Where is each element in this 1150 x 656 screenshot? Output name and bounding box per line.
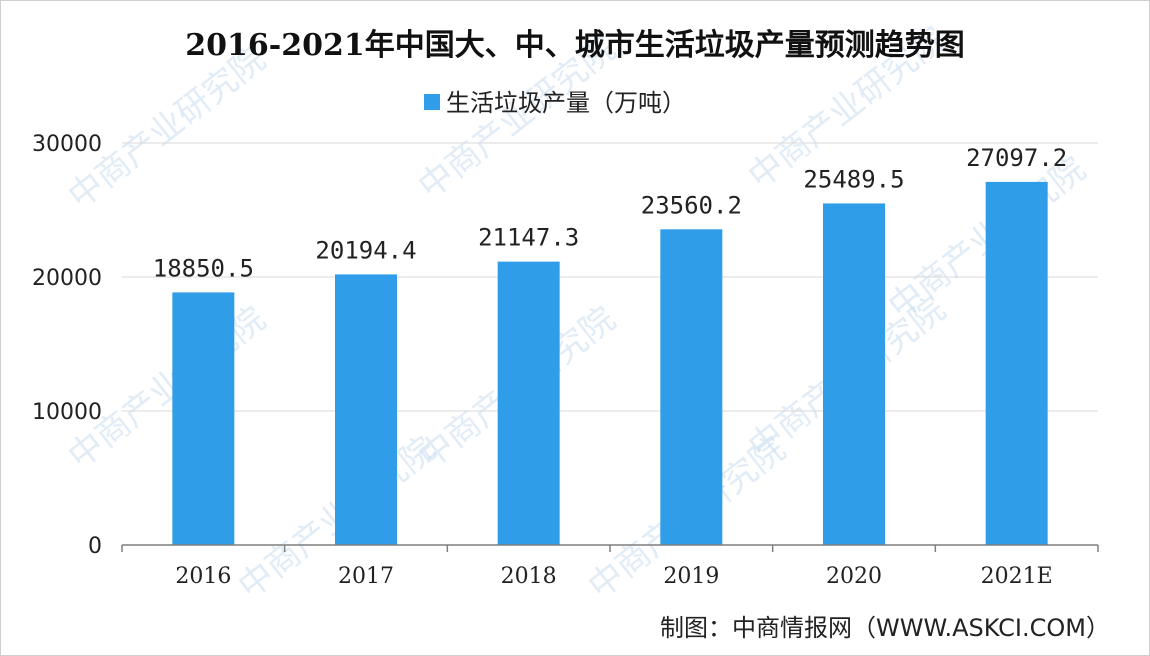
data-label-2016: 18850.5 [153,254,254,282]
x-tick-label-2017: 2017 [338,564,394,589]
x-tick-label-2016: 2016 [175,564,231,589]
bar-2018 [497,261,560,545]
bar-2019 [660,229,723,545]
source-note: 制图：中商情报网（WWW.ASKCI.COM） [660,614,1110,642]
bar-2020 [823,203,885,545]
bars [172,181,1048,545]
y-tick-label: 0 [88,534,102,559]
data-label-2017: 20194.4 [315,236,416,264]
x-tick-label-2020: 2020 [826,564,882,589]
y-tick-label: 20000 [32,266,102,291]
y-tick-label: 10000 [32,400,102,425]
bar-2017 [335,274,397,545]
x-tick-label-2021E: 2021E [981,564,1053,589]
watermark-text: 中商产业研究院 [61,299,273,477]
data-label-2018: 21147.3 [478,224,579,252]
legend-label: 生活垃圾产量（万吨） [446,89,686,117]
legend-swatch [424,94,440,110]
data-label-2020: 25489.5 [803,165,904,193]
x-tick-label-2019: 2019 [663,564,719,589]
legend: 生活垃圾产量（万吨） [424,89,686,117]
data-label-2019: 23560.2 [641,191,742,219]
bar-2016 [172,292,235,545]
x-axis-ticks: 2016 2017 2018 2019 2020 2021E [121,545,1099,589]
x-tick-label-2018: 2018 [501,564,557,589]
data-label-2021E: 27097.2 [966,144,1067,172]
watermark-text: 中商产业研究院 [61,39,273,217]
bar-2021E [985,181,1048,545]
gridlines [122,142,1098,412]
y-axis-ticks: 0 10000 20000 30000 [32,132,102,559]
y-tick-label: 30000 [32,132,102,157]
data-labels: 18850.5 20194.4 21147.3 23560.2 25489.5 27097… [153,144,1067,283]
chart-title: 2016-2021年中国大、中、城市生活垃圾产量预测趋势图 [185,28,964,63]
